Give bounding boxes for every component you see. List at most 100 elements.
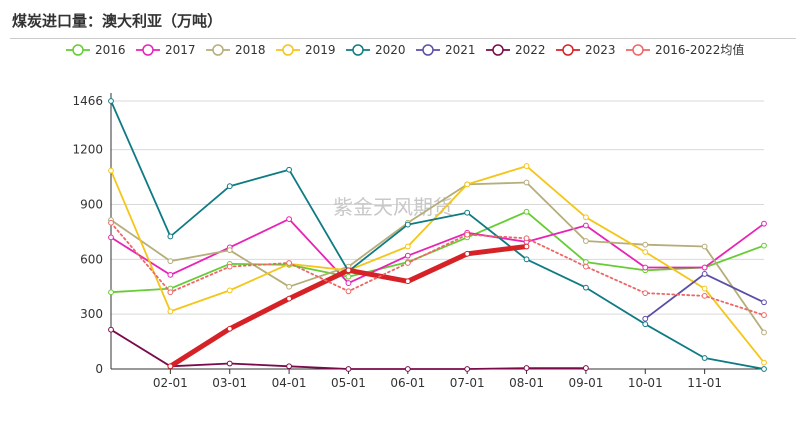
legend-item-2017: 2017 bbox=[136, 43, 196, 57]
legend-item-2022: 2022 bbox=[486, 43, 546, 57]
data-point bbox=[404, 366, 411, 372]
data-point bbox=[345, 366, 352, 372]
chart-legend: 2016 2017 2018 2019 2020 2021 2022 2023 2016-202… bbox=[66, 42, 744, 57]
data-point bbox=[642, 315, 649, 322]
legend-swatch-marker bbox=[142, 44, 154, 56]
series-2017 bbox=[108, 216, 767, 286]
legend-label: 2019 bbox=[305, 43, 336, 57]
data-point bbox=[167, 258, 174, 265]
data-point bbox=[167, 233, 174, 240]
data-point bbox=[523, 365, 530, 371]
legend-swatch-marker bbox=[352, 44, 364, 56]
data-point bbox=[583, 222, 589, 229]
data-point bbox=[701, 355, 708, 361]
data-point bbox=[523, 179, 530, 186]
data-point bbox=[523, 243, 530, 250]
data-point bbox=[701, 271, 708, 277]
y-tick-label: 300 bbox=[80, 307, 103, 321]
data-point bbox=[226, 183, 233, 190]
data-point bbox=[761, 329, 767, 336]
legend-swatch-marker bbox=[282, 44, 294, 56]
legend-swatch-marker bbox=[632, 44, 644, 56]
legend-label: 2021 bbox=[445, 43, 476, 57]
data-point bbox=[286, 166, 292, 173]
data-point bbox=[108, 167, 114, 174]
data-point bbox=[701, 243, 708, 250]
data-point bbox=[345, 267, 352, 274]
data-point bbox=[523, 235, 530, 242]
data-point bbox=[167, 363, 174, 370]
data-point bbox=[108, 98, 114, 104]
data-point bbox=[583, 238, 589, 244]
legend-item-2016: 2016 bbox=[66, 43, 126, 57]
legend-swatch-marker bbox=[422, 44, 434, 56]
data-point bbox=[108, 219, 114, 226]
data-point bbox=[345, 288, 352, 295]
legend-label: 2018 bbox=[235, 43, 266, 57]
data-point bbox=[345, 280, 352, 286]
data-point bbox=[761, 366, 767, 372]
data-point bbox=[286, 363, 292, 370]
data-point bbox=[583, 365, 589, 371]
chart-title: 煤炭进口量：澳大利亚（万吨） bbox=[12, 12, 223, 30]
series-2022 bbox=[108, 326, 589, 372]
data-point bbox=[345, 273, 352, 280]
data-point bbox=[404, 243, 411, 250]
data-point bbox=[523, 163, 530, 169]
data-point bbox=[642, 321, 649, 328]
data-point bbox=[404, 260, 411, 266]
title-divider bbox=[10, 38, 796, 39]
data-point bbox=[761, 242, 767, 249]
data-point bbox=[286, 283, 292, 290]
y-tick-label: 1466 bbox=[72, 94, 103, 108]
legend-swatch-marker bbox=[212, 44, 224, 56]
data-point bbox=[642, 241, 649, 248]
series-line bbox=[110, 181, 765, 334]
x-tick-label: 11-01 bbox=[687, 376, 722, 390]
data-point bbox=[464, 209, 471, 216]
series-2021 bbox=[642, 271, 767, 322]
data-point bbox=[404, 252, 411, 259]
data-point bbox=[761, 220, 767, 227]
legend-swatch-marker bbox=[562, 44, 574, 56]
y-tick-label: 0 bbox=[95, 362, 103, 376]
legend-item-2023: 2023 bbox=[556, 43, 616, 57]
data-point bbox=[286, 260, 292, 266]
x-tick-label: 09-01 bbox=[568, 376, 603, 390]
data-point bbox=[523, 256, 530, 263]
x-tick-label: 04-01 bbox=[272, 376, 307, 390]
data-point bbox=[583, 214, 589, 221]
x-tick-label: 07-01 bbox=[450, 376, 485, 390]
data-point bbox=[167, 308, 174, 315]
series-2023 bbox=[167, 243, 530, 370]
x-tick-label: 05-01 bbox=[331, 376, 366, 390]
legend-label: 2020 bbox=[375, 43, 406, 57]
x-tick-label: 10-01 bbox=[628, 376, 663, 390]
data-point bbox=[464, 181, 471, 188]
legend-item-2020: 2020 bbox=[346, 43, 406, 57]
y-tick-label: 1200 bbox=[72, 143, 103, 157]
data-point bbox=[167, 289, 174, 296]
legend-item-2021: 2021 bbox=[416, 43, 476, 57]
data-point bbox=[523, 208, 530, 215]
legend-item-2016-2022均值: 2016-2022均值 bbox=[626, 42, 744, 57]
x-tick-label: 08-01 bbox=[509, 376, 544, 390]
x-tick-label: 03-01 bbox=[212, 376, 247, 390]
series-2020 bbox=[108, 98, 767, 372]
y-tick-label: 600 bbox=[80, 252, 103, 266]
legend-swatch-marker bbox=[72, 44, 84, 56]
series-line bbox=[110, 100, 765, 370]
data-point bbox=[404, 278, 411, 285]
data-point bbox=[226, 325, 233, 332]
data-point bbox=[464, 231, 471, 238]
data-point bbox=[108, 234, 114, 241]
data-point bbox=[761, 359, 767, 366]
series-2016-2022均值 bbox=[108, 219, 767, 318]
legend-label: 2016-2022均值 bbox=[655, 42, 744, 57]
data-point bbox=[701, 292, 708, 299]
legend-item-2018: 2018 bbox=[206, 43, 266, 57]
series-line bbox=[110, 221, 765, 316]
data-point bbox=[108, 326, 114, 333]
legend-label: 2023 bbox=[585, 43, 616, 57]
